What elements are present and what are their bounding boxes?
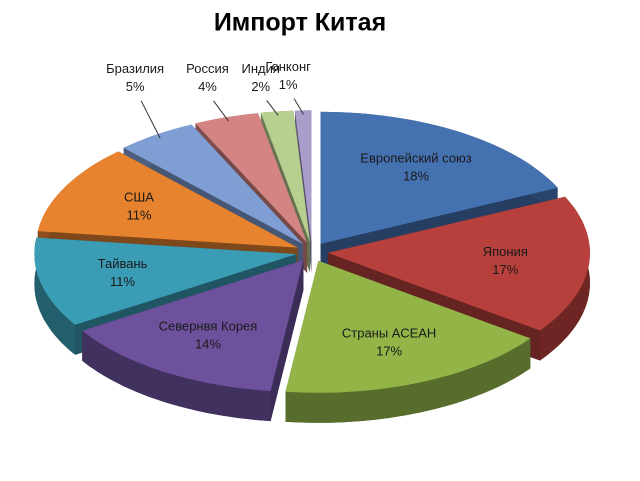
pie-slice bbox=[260, 110, 310, 243]
slice-label: Россия bbox=[186, 61, 229, 76]
slice-value-label: 11% bbox=[126, 207, 151, 222]
slice-label: Страны АСЕАН bbox=[342, 326, 436, 341]
slice-label: Тайвань bbox=[98, 256, 148, 271]
pie-slice bbox=[327, 196, 590, 331]
slice-value-label: 14% bbox=[195, 336, 221, 351]
chart-title: Импорт Китая bbox=[214, 9, 386, 37]
leader-line bbox=[213, 100, 229, 122]
pie-slice bbox=[285, 260, 531, 393]
slice-side bbox=[270, 260, 304, 422]
slice-value-label: 2% bbox=[251, 79, 270, 94]
pie-slice bbox=[123, 124, 303, 245]
slice-value-label: 11% bbox=[110, 274, 135, 289]
slice-value-label: 17% bbox=[376, 344, 402, 359]
slice-label: США bbox=[124, 189, 154, 204]
slice-value-label: 17% bbox=[492, 262, 518, 277]
leader-line bbox=[293, 98, 304, 115]
slice-label: Европейский союз bbox=[360, 151, 472, 166]
leader-line bbox=[140, 100, 161, 139]
slice-value-label: 4% bbox=[198, 79, 217, 94]
slice-label: Севернвя Корея bbox=[159, 318, 258, 333]
pie-slice bbox=[295, 110, 312, 243]
slice-value-label: 5% bbox=[126, 79, 145, 94]
pie-slice bbox=[82, 260, 304, 392]
pie-slice bbox=[37, 151, 298, 248]
slice-side bbox=[285, 338, 531, 423]
slice-value-label: 18% bbox=[403, 169, 429, 184]
slice-label: Гонконг bbox=[265, 59, 311, 74]
slice-value-label: 1% bbox=[279, 77, 298, 92]
pie-slice bbox=[34, 237, 297, 325]
slice-label: Индия bbox=[242, 61, 280, 76]
slice-label: Бразилия bbox=[106, 61, 164, 76]
leader-line bbox=[266, 100, 279, 116]
pie-slice bbox=[195, 113, 308, 243]
slice-side bbox=[82, 330, 271, 422]
slice-side bbox=[34, 237, 76, 355]
pie-slice bbox=[320, 111, 558, 244]
slice-label: Япония bbox=[483, 244, 528, 259]
